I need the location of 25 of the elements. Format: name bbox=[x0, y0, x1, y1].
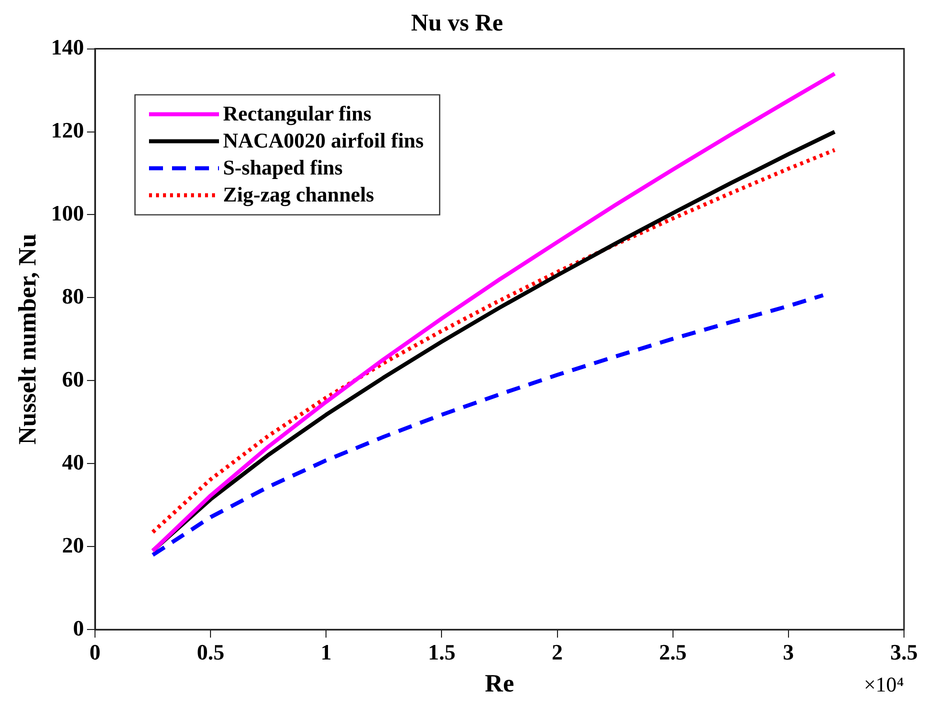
x-tick-label: 0.5 bbox=[196, 639, 224, 664]
y-tick-label: 80 bbox=[62, 283, 84, 308]
x-tick-label: 1.5 bbox=[428, 639, 456, 664]
x-tick-label: 2 bbox=[552, 639, 563, 664]
y-tick-label: 100 bbox=[51, 200, 84, 226]
x-tick-label: 3 bbox=[782, 639, 794, 664]
x-axis-title: Re bbox=[484, 670, 514, 698]
legend-label: Zig-zag channels bbox=[223, 182, 374, 207]
line-series bbox=[150, 293, 826, 557]
x-tick-label: 0 bbox=[90, 639, 100, 664]
chart-title: Nu vs Re bbox=[410, 10, 504, 37]
y-tick-label: 60 bbox=[62, 366, 84, 392]
x-tick-label: 3.5 bbox=[890, 639, 918, 664]
legend-label: Rectangular fins bbox=[223, 102, 372, 126]
y-tick-label: 40 bbox=[62, 449, 84, 474]
y-tick-label: 20 bbox=[62, 532, 84, 558]
x-tick-label: 2.5 bbox=[659, 639, 687, 664]
text: ×10⁴ bbox=[864, 672, 904, 697]
y-tick-label: 120 bbox=[51, 117, 84, 142]
x-tick-label: 1 bbox=[320, 639, 332, 664]
y-axis-title: Nusselt number, Nu bbox=[14, 234, 42, 445]
legend-label: S-shaped fins bbox=[223, 156, 343, 180]
legend-label: NACA0020 airfoil fins bbox=[223, 128, 424, 153]
y-tick-label: 0 bbox=[73, 615, 84, 640]
y-tick-label: 140 bbox=[51, 34, 84, 60]
